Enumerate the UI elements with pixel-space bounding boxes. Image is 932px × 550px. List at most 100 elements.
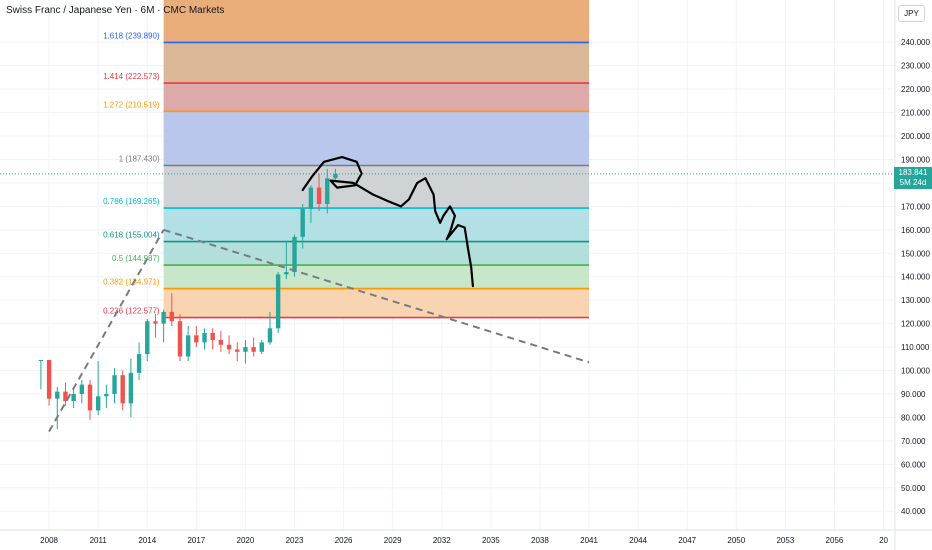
y-tick-label: 50.000 — [901, 484, 926, 493]
x-tick-label: 2050 — [727, 536, 745, 545]
last-price-label: 183.841 5M 24d — [894, 167, 932, 189]
chart-title: Swiss Franc / Japanese Yen · 6M · CMC Ma… — [6, 5, 225, 16]
x-tick-label: 2047 — [678, 536, 696, 545]
y-tick-label: 70.000 — [901, 437, 926, 446]
y-tick-label: 150.000 — [901, 249, 930, 258]
candle-body — [226, 344, 232, 350]
y-tick-label: 170.000 — [901, 202, 930, 211]
candle-body — [38, 359, 44, 361]
candle-body — [202, 333, 207, 343]
candle-body — [104, 393, 109, 397]
candle-body — [300, 208, 305, 237]
x-tick-label: 2026 — [335, 536, 353, 545]
candle-body — [210, 333, 215, 341]
y-tick-label: 220.000 — [901, 85, 930, 94]
candle-body — [128, 372, 134, 404]
candle-body — [251, 347, 256, 352]
fib-zone-0.5 — [163, 241, 590, 266]
candle-body — [185, 335, 191, 357]
y-tick-label: 100.000 — [901, 367, 930, 376]
fib-level-label: 1 (187.430) — [119, 154, 160, 163]
fib-zone-0.236 — [163, 288, 590, 318]
fib-level-label: 0.5 (144.987) — [112, 254, 160, 263]
candle-body — [153, 321, 158, 324]
candle-body — [325, 178, 330, 205]
y-tick-label: 160.000 — [901, 226, 930, 235]
y-tick-label: 130.000 — [901, 296, 930, 305]
fib-level-label: 0.236 (122.577) — [103, 307, 160, 316]
y-tick-label: 210.000 — [901, 109, 930, 118]
x-tick-label: 2038 — [531, 536, 549, 545]
candle-body — [235, 349, 240, 352]
y-tick-label: 110.000 — [901, 343, 930, 352]
y-tick-label: 60.000 — [901, 460, 926, 469]
candle-body — [95, 396, 101, 411]
y-tick-label: 230.000 — [901, 62, 930, 71]
x-tick-label: 2014 — [138, 536, 156, 545]
fib-zone-0.382 — [163, 265, 590, 289]
x-tick-label: 2044 — [629, 536, 647, 545]
candle-body — [177, 321, 183, 357]
fib-level-label: 1.272 (210.519) — [103, 100, 160, 109]
candle-body — [79, 384, 85, 394]
fib-zone-1.618 — [163, 0, 590, 43]
candle-body — [169, 311, 175, 322]
candle-body — [333, 173, 338, 179]
x-tick-label: 2017 — [187, 536, 205, 545]
candle-body — [63, 391, 68, 402]
freehand-drawing — [301, 156, 474, 288]
y-tick-label: 40.000 — [901, 507, 926, 516]
candle-body — [55, 391, 60, 399]
fib-zone-0.618 — [163, 208, 590, 242]
currency-button[interactable]: JPY — [898, 5, 925, 22]
x-tick-label: 2056 — [826, 536, 844, 545]
fib-zone-1.272 — [163, 83, 590, 112]
candle-body — [161, 311, 166, 324]
fib-zone-0.786 — [163, 165, 590, 209]
x-tick-label: 20 — [879, 536, 888, 545]
y-tick-label: 190.000 — [901, 155, 930, 164]
candle-body — [136, 354, 142, 373]
candle-body — [218, 340, 224, 345]
candle-body — [243, 347, 248, 352]
x-tick-label: 2041 — [580, 536, 598, 545]
fib-level-label: 1.618 (239.890) — [103, 31, 160, 40]
x-tick-label: 2053 — [776, 536, 794, 545]
x-tick-label: 2008 — [40, 536, 58, 545]
candle-body — [292, 236, 297, 273]
y-tick-label: 140.000 — [901, 273, 930, 282]
trendline-uptrend — [48, 229, 165, 432]
x-tick-label: 2020 — [237, 536, 255, 545]
x-tick-label: 2029 — [384, 536, 402, 545]
fib-zone-1.414 — [163, 42, 590, 84]
fib-level-label: 0.618 (155.004) — [103, 231, 160, 240]
candle-body — [46, 359, 52, 399]
candle-body — [316, 187, 322, 205]
bar-countdown: 5M 24d — [899, 178, 927, 187]
x-tick-label: 2032 — [433, 536, 451, 545]
last-price-value: 183.841 — [898, 168, 928, 177]
fib-level-label: 1.414 (222.573) — [103, 72, 160, 81]
candle-body — [308, 187, 314, 209]
candle-body — [120, 375, 125, 404]
x-tick-label: 2011 — [90, 536, 108, 545]
y-tick-label: 80.000 — [901, 413, 926, 422]
x-tick-label: 2023 — [286, 536, 304, 545]
trendline-downtrend — [163, 228, 590, 364]
fib-level-label: 0.786 (169.265) — [103, 197, 160, 206]
x-tick-label: 2035 — [482, 536, 500, 545]
y-tick-label: 200.000 — [901, 132, 930, 141]
candle-body — [284, 272, 289, 275]
y-tick-label: 120.000 — [901, 320, 930, 329]
candle-body — [267, 328, 273, 343]
candle-body — [259, 342, 264, 352]
candle-body — [275, 274, 281, 329]
y-tick-label: 240.000 — [901, 38, 930, 47]
y-tick-label: 90.000 — [901, 390, 926, 399]
candle-body — [112, 375, 117, 394]
candle-body — [87, 384, 93, 411]
candle-body — [71, 393, 76, 402]
candle-body — [194, 335, 199, 343]
